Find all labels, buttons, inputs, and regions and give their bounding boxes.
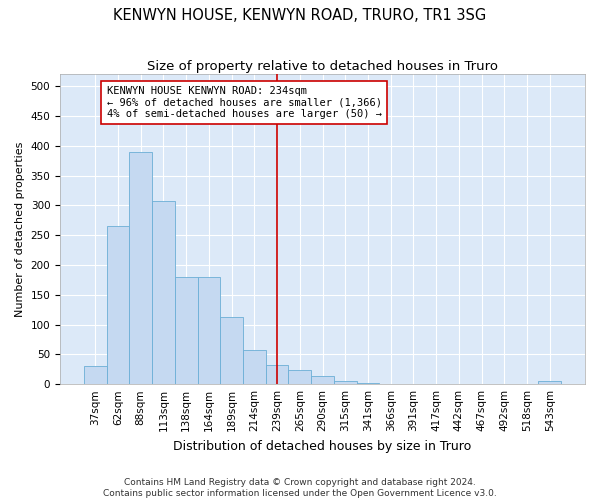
Bar: [356, 383, 379, 384]
Text: KENWYN HOUSE KENWYN ROAD: 234sqm
← 96% of detached houses are smaller (1,366)
4%: KENWYN HOUSE KENWYN ROAD: 234sqm ← 96% o…: [107, 86, 382, 120]
Title: Size of property relative to detached houses in Truro: Size of property relative to detached ho…: [147, 60, 498, 73]
Bar: [130, 152, 152, 384]
Bar: [289, 370, 311, 384]
Text: KENWYN HOUSE, KENWYN ROAD, TRURO, TR1 3SG: KENWYN HOUSE, KENWYN ROAD, TRURO, TR1 3S…: [113, 8, 487, 22]
Bar: [84, 366, 107, 384]
Y-axis label: Number of detached properties: Number of detached properties: [15, 142, 25, 317]
Bar: [311, 376, 334, 384]
Bar: [220, 317, 243, 384]
Bar: [266, 365, 289, 384]
Bar: [175, 277, 197, 384]
X-axis label: Distribution of detached houses by size in Truro: Distribution of detached houses by size …: [173, 440, 472, 452]
Bar: [197, 277, 220, 384]
Bar: [334, 380, 356, 384]
Bar: [152, 200, 175, 384]
Bar: [538, 381, 561, 384]
Text: Contains HM Land Registry data © Crown copyright and database right 2024.
Contai: Contains HM Land Registry data © Crown c…: [103, 478, 497, 498]
Bar: [107, 226, 130, 384]
Bar: [243, 350, 266, 384]
